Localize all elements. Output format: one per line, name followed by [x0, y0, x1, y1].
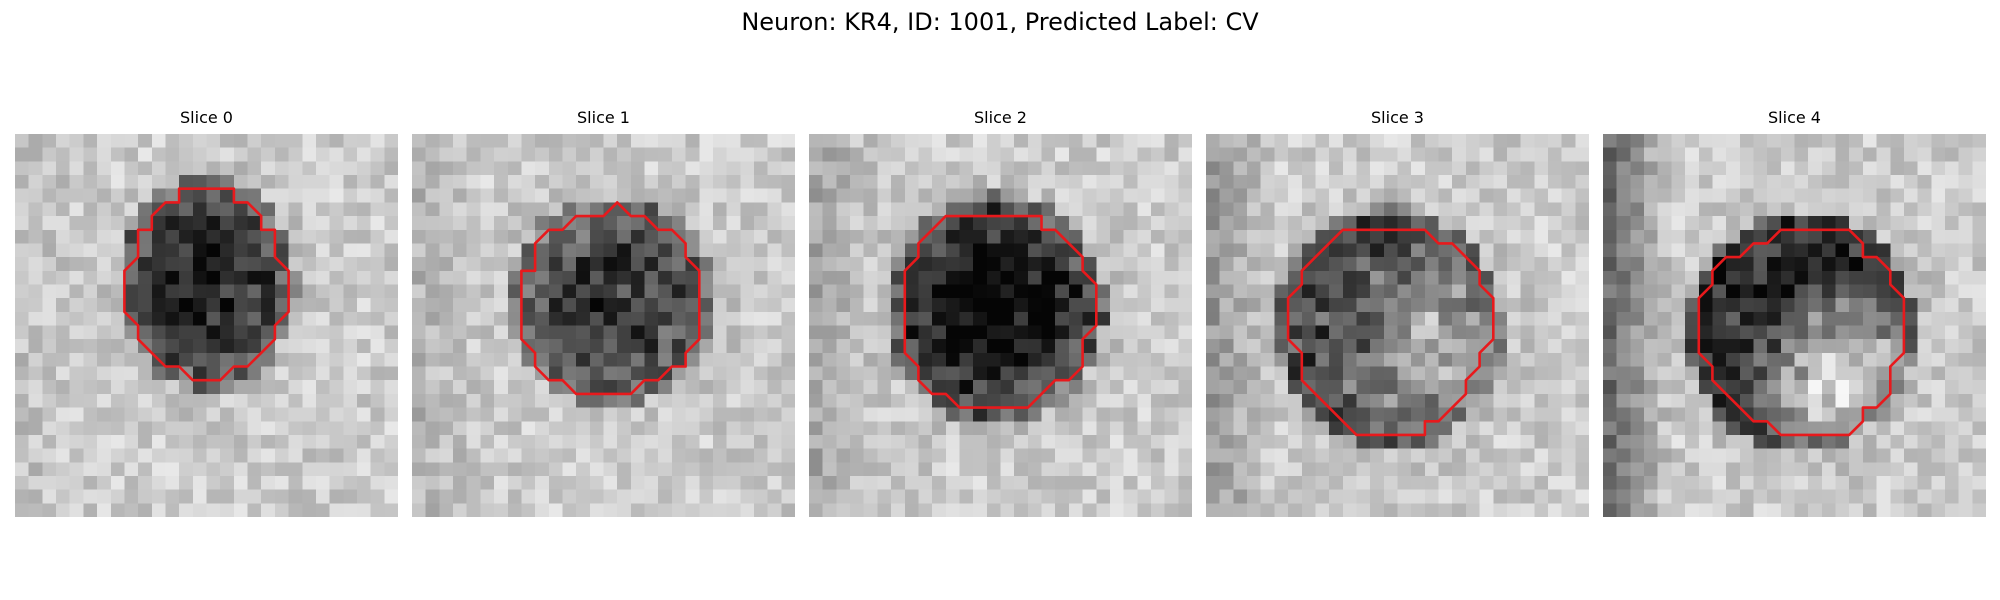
slice-2-image [809, 134, 1192, 517]
contour-line [123, 187, 290, 382]
slice-1-title: Slice 1 [577, 108, 630, 127]
slice-3-image [1206, 134, 1589, 517]
slice-3-contour [1286, 228, 1495, 437]
slice-2-title: Slice 2 [974, 108, 1027, 127]
slice-1-image [412, 134, 795, 517]
slice-1-contour [520, 201, 701, 396]
slice-4-contour [1697, 228, 1906, 437]
contour-line [520, 201, 701, 396]
contour-line [1286, 228, 1495, 437]
slice-0-image [15, 134, 398, 517]
slice-4-title: Slice 4 [1768, 108, 1821, 127]
slice-1-pixels [412, 134, 795, 517]
slice-3-pixels [1206, 134, 1589, 517]
contour-line [1697, 228, 1906, 437]
slice-2-pixels [809, 134, 1192, 517]
slice-2-contour [903, 214, 1098, 409]
slice-0-contour [123, 187, 290, 382]
slice-0-title: Slice 0 [180, 108, 233, 127]
slice-0-pixels [15, 134, 398, 517]
figure-title: Neuron: KR4, ID: 1001, Predicted Label: … [741, 8, 1259, 36]
slice-4-pixels [1603, 134, 1986, 517]
contour-line [903, 214, 1098, 409]
slice-3-title: Slice 3 [1371, 108, 1424, 127]
slice-4-image [1603, 134, 1986, 517]
